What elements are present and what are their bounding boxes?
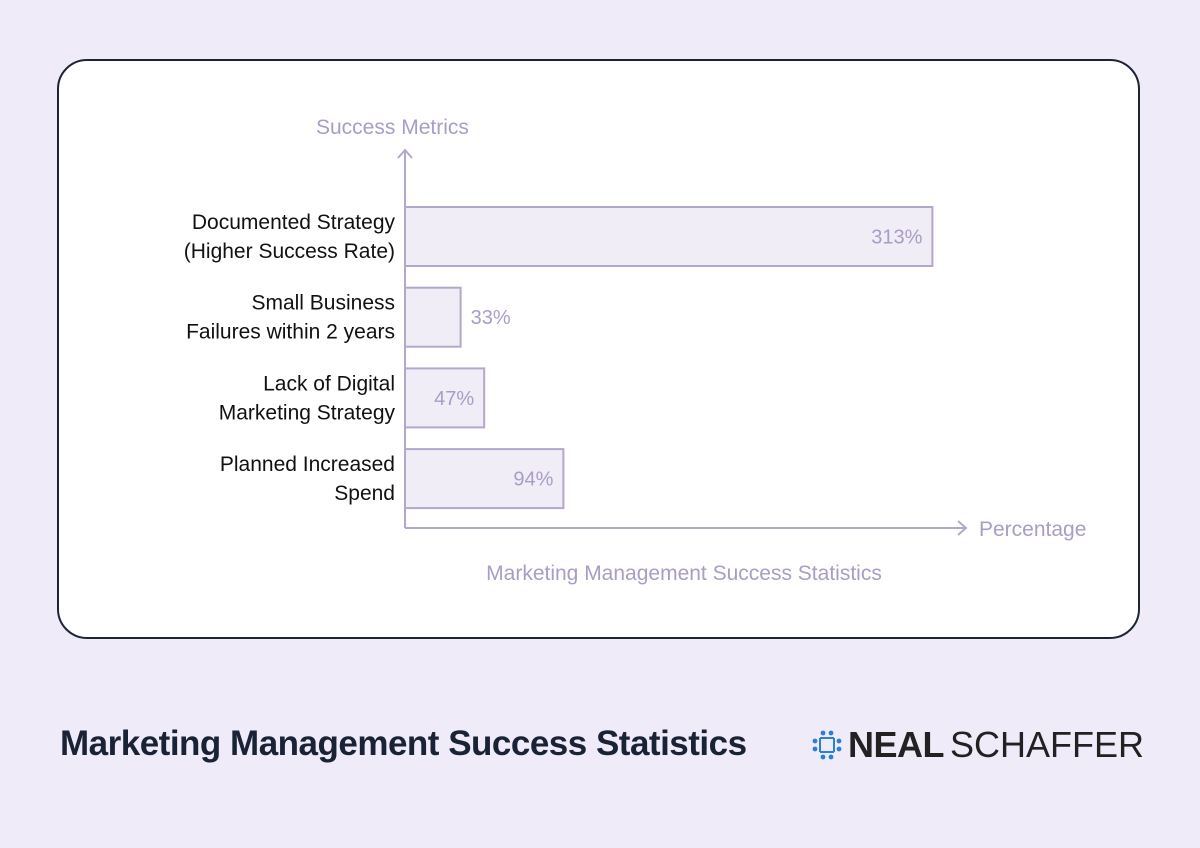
axes: Success Metrics Percentage Marketing Man… bbox=[316, 116, 1086, 585]
category-label: Spend bbox=[334, 482, 395, 505]
bar bbox=[404, 367, 486, 429]
chart-title: Marketing Management Success Statistics bbox=[486, 562, 882, 585]
category-label: (Higher Success Rate) bbox=[184, 240, 395, 263]
category-label: Marketing Strategy bbox=[219, 401, 396, 424]
bar bbox=[404, 448, 565, 510]
data-label: 94% bbox=[513, 469, 553, 491]
bar bbox=[404, 206, 934, 267]
y-axis-arrow-icon bbox=[397, 148, 413, 159]
category-label: Planned Increased bbox=[220, 453, 395, 476]
footer-title: Marketing Management Success Statistics bbox=[60, 724, 747, 763]
people-circle-icon bbox=[812, 730, 842, 760]
category-label: Lack of Digital bbox=[263, 372, 395, 395]
logo-bold-text: NEAL bbox=[848, 724, 945, 765]
x-axis-arrow-icon bbox=[957, 520, 968, 536]
data-label: 47% bbox=[434, 388, 474, 410]
category-label: Failures within 2 years bbox=[186, 321, 395, 344]
category-label: Documented Strategy bbox=[192, 211, 396, 234]
data-label: 33% bbox=[471, 307, 511, 329]
bar bbox=[404, 286, 462, 348]
y-axis-label: Success Metrics bbox=[316, 116, 469, 139]
logo: NEAL SCHAFFER bbox=[812, 724, 1144, 766]
x-axis-label: Percentage bbox=[979, 518, 1086, 541]
logo-light-text: SCHAFFER bbox=[950, 724, 1145, 765]
category-label: Small Business bbox=[251, 292, 395, 315]
chart-card bbox=[57, 59, 1140, 639]
data-label: 313% bbox=[871, 227, 922, 249]
